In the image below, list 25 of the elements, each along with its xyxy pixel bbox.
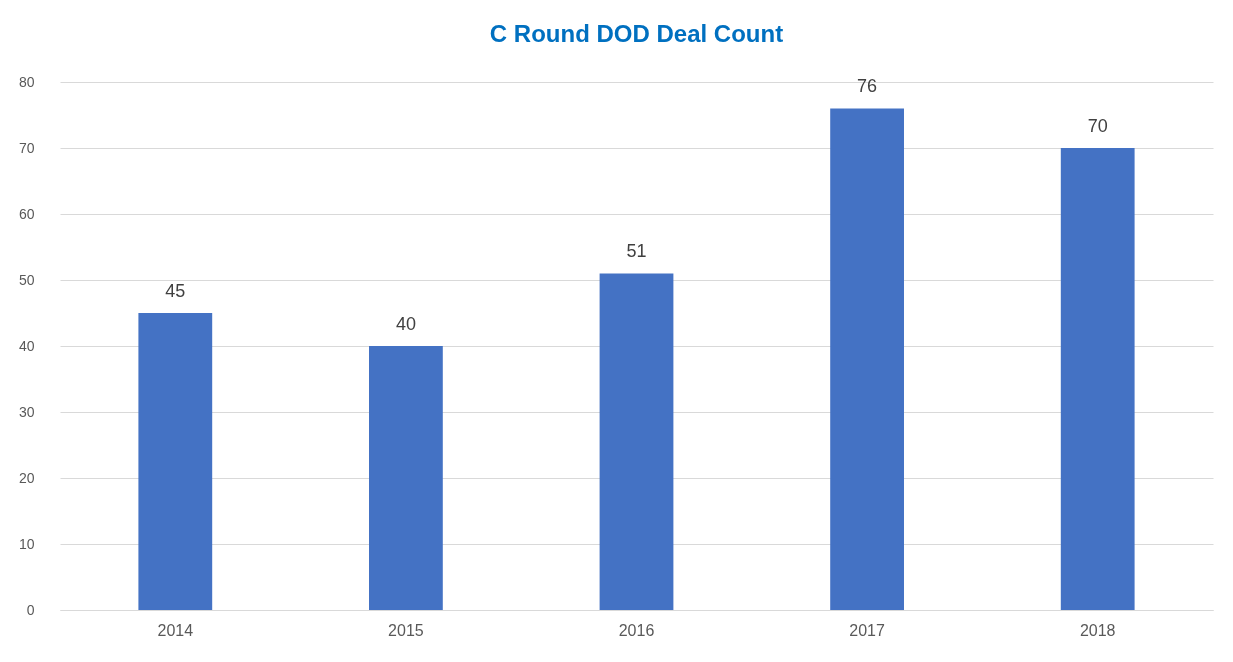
- x-tick-label: 2018: [1079, 621, 1116, 639]
- y-tick-label: 30: [18, 403, 35, 420]
- y-tick-label: 20: [18, 469, 35, 486]
- y-tick-label: 40: [18, 337, 35, 354]
- bar: [1060, 148, 1135, 610]
- data-label: 45: [165, 281, 186, 301]
- y-tick-label: 60: [18, 205, 35, 222]
- data-label: 40: [395, 314, 416, 334]
- y-tick-label: 0: [26, 601, 35, 618]
- bar: [138, 313, 213, 610]
- data-label: 51: [626, 241, 647, 262]
- bar: [599, 273, 674, 610]
- bar: [830, 108, 904, 610]
- bar: [369, 346, 443, 610]
- y-tick-label: 80: [18, 73, 35, 90]
- y-tick-label: 10: [18, 535, 35, 552]
- x-tick-label: 2015: [388, 621, 424, 639]
- x-tick-label: 2014: [157, 621, 194, 639]
- y-tick-label: 70: [18, 139, 35, 156]
- data-label: 70: [1087, 116, 1108, 136]
- y-tick-label: 50: [18, 271, 35, 288]
- data-label: 76: [857, 76, 878, 97]
- x-tick-label: 2017: [849, 621, 885, 639]
- x-tick-label: 2016: [618, 621, 655, 639]
- chart-title: C Round DOD Deal Count: [489, 20, 784, 47]
